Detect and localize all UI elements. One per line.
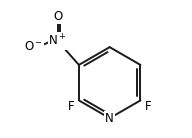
Text: O: O xyxy=(53,10,62,23)
Text: $\mathregular{N^+}$: $\mathregular{N^+}$ xyxy=(48,33,67,49)
Text: N: N xyxy=(105,112,114,125)
Text: F: F xyxy=(145,100,151,113)
Text: $\mathregular{O^-}$: $\mathregular{O^-}$ xyxy=(24,40,43,53)
Text: F: F xyxy=(68,100,75,113)
